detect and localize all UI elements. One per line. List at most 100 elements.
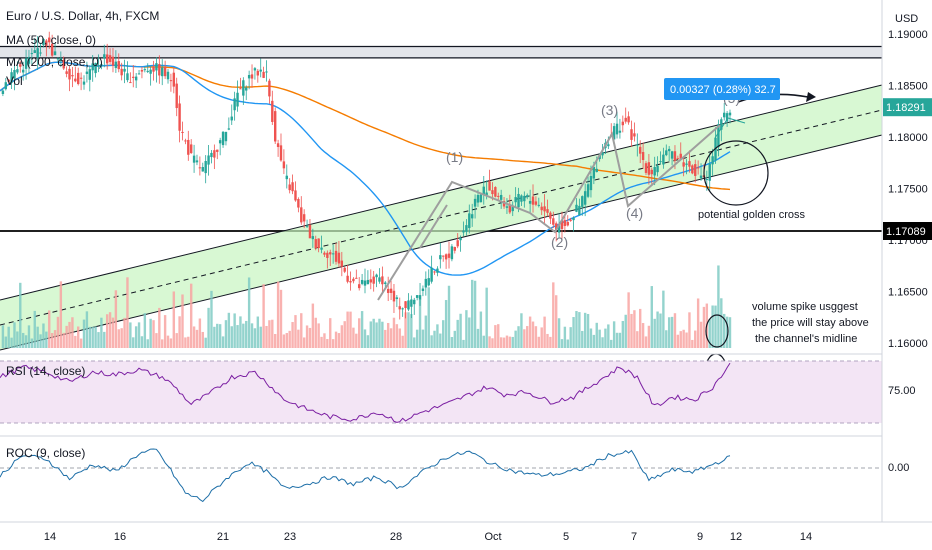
volume-bar bbox=[540, 327, 543, 348]
time-tick: 28 bbox=[390, 531, 402, 543]
candle-body bbox=[311, 236, 315, 240]
volume-bar bbox=[549, 336, 552, 348]
candle-body bbox=[630, 129, 633, 140]
volume-bar bbox=[627, 292, 630, 348]
volume-bar bbox=[488, 336, 491, 348]
volume-bar bbox=[528, 316, 532, 348]
candle-body bbox=[688, 161, 691, 167]
volume-bar bbox=[447, 285, 451, 348]
candle-body bbox=[569, 219, 572, 221]
volume-bar bbox=[720, 298, 723, 348]
volume-bar bbox=[265, 325, 268, 348]
volume-bar bbox=[453, 330, 457, 348]
candle-body bbox=[242, 80, 245, 96]
volume-bar bbox=[407, 312, 410, 348]
volume-bar bbox=[77, 326, 80, 348]
elliott-wave-path bbox=[377, 124, 721, 301]
candle-body bbox=[679, 153, 682, 159]
candle-body bbox=[178, 103, 181, 131]
candle-body bbox=[314, 239, 317, 249]
candle-body bbox=[250, 74, 254, 79]
price-tick: 1.18500 bbox=[888, 81, 928, 93]
candle-body bbox=[129, 82, 132, 84]
volume-bar bbox=[537, 336, 541, 348]
rsi-title: RSI (14, close) bbox=[6, 364, 85, 378]
volume-bar bbox=[476, 328, 480, 348]
candle-body bbox=[520, 195, 523, 202]
volume-bar bbox=[117, 329, 120, 348]
candle-body bbox=[436, 268, 439, 273]
volume-bar bbox=[685, 332, 688, 348]
volume-bar bbox=[636, 331, 639, 348]
candle-body bbox=[526, 195, 529, 198]
candle-body bbox=[48, 37, 51, 43]
price-tick: 1.16500 bbox=[888, 287, 928, 299]
volume-spike-circle bbox=[705, 314, 729, 348]
volume-bar bbox=[398, 328, 401, 348]
volume-bar bbox=[670, 316, 674, 348]
volume-bar bbox=[129, 322, 132, 348]
candle-body bbox=[259, 69, 262, 72]
candle-body bbox=[653, 166, 656, 176]
candle-body bbox=[19, 64, 22, 67]
volume-bar bbox=[146, 339, 149, 348]
volume-bar bbox=[13, 322, 16, 348]
candle-body bbox=[1, 90, 5, 94]
volume-bar bbox=[450, 337, 454, 348]
volume-bar bbox=[53, 330, 57, 348]
candle-body bbox=[575, 204, 578, 212]
candle-body bbox=[543, 206, 546, 212]
candle-body bbox=[230, 116, 233, 121]
candle-body bbox=[424, 278, 428, 288]
candle-body bbox=[329, 252, 332, 255]
candle-body bbox=[447, 253, 451, 258]
volume-bar bbox=[210, 290, 213, 348]
candle-body bbox=[346, 275, 349, 282]
volume-bar bbox=[233, 313, 236, 348]
volume-bar bbox=[331, 339, 335, 348]
volume-bar bbox=[410, 314, 413, 348]
volume-bar bbox=[337, 333, 341, 348]
volume-bar bbox=[285, 333, 288, 348]
roc-tick-0: 0.00 bbox=[888, 462, 909, 474]
candle-body bbox=[114, 61, 118, 68]
candle-body bbox=[453, 247, 457, 251]
candle-body bbox=[641, 152, 645, 161]
volume-bar bbox=[526, 326, 529, 348]
time-axis[interactable]: 14 16 21 23 28 Oct 5 7 9 12 14 bbox=[44, 531, 812, 543]
candle-body bbox=[410, 299, 413, 307]
measure-tool[interactable]: 0.00327 (0.28%) 32.7 bbox=[664, 78, 780, 100]
time-tick: 16 bbox=[114, 531, 126, 543]
roc-title: ROC (9, close) bbox=[6, 446, 85, 460]
wave-label-3: (3) bbox=[601, 102, 618, 118]
volume-bar bbox=[282, 334, 286, 348]
volume-bar bbox=[358, 318, 361, 348]
volume-note-line-1: volume spike usggest bbox=[752, 301, 858, 313]
candle-body bbox=[79, 77, 83, 79]
volume-bar bbox=[68, 321, 71, 348]
candle-body bbox=[108, 55, 112, 62]
candle-body bbox=[16, 69, 19, 73]
volume-bar bbox=[384, 329, 387, 348]
candle-body bbox=[358, 284, 361, 289]
candle-body bbox=[343, 267, 346, 272]
volume-bar bbox=[97, 332, 100, 348]
volume-bar bbox=[421, 329, 425, 348]
golden-cross-note: potential golden cross bbox=[698, 209, 806, 221]
volume-bar bbox=[323, 333, 326, 348]
price-axis[interactable]: 1.195001.190001.185001.180001.175001.170… bbox=[883, 0, 932, 350]
candle-body bbox=[210, 152, 213, 158]
volume-bar bbox=[271, 319, 274, 348]
volume-bar bbox=[517, 326, 520, 348]
volume-bar bbox=[520, 313, 523, 348]
volume-bar bbox=[468, 317, 471, 348]
volume-bar bbox=[91, 326, 94, 348]
volume-bar bbox=[572, 317, 575, 348]
volume-bar bbox=[485, 287, 488, 348]
volume-bar bbox=[218, 324, 222, 348]
candle-body bbox=[236, 92, 239, 107]
volume-bar bbox=[1, 325, 5, 348]
volume-bar bbox=[355, 333, 358, 348]
candle-body bbox=[618, 130, 622, 133]
